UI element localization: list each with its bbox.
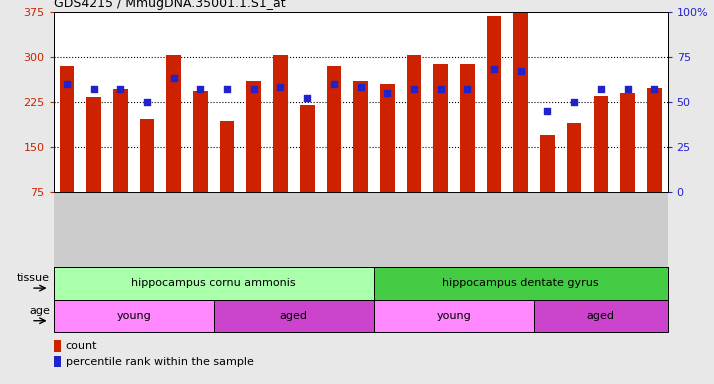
Bar bbox=[540, 135, 555, 192]
Point bbox=[141, 99, 153, 105]
Bar bbox=[647, 88, 662, 192]
Bar bbox=[54, 356, 61, 367]
Point bbox=[221, 86, 233, 92]
Bar bbox=[374, 300, 534, 332]
Bar bbox=[534, 300, 668, 332]
Bar bbox=[59, 66, 74, 192]
Bar bbox=[380, 84, 395, 192]
Bar bbox=[460, 64, 475, 192]
Point bbox=[515, 68, 526, 74]
Bar bbox=[300, 105, 315, 192]
Point bbox=[462, 86, 473, 92]
Point bbox=[168, 75, 179, 81]
Point bbox=[381, 90, 393, 96]
Point bbox=[595, 86, 607, 92]
Point bbox=[114, 86, 126, 92]
Bar bbox=[620, 93, 635, 192]
Bar bbox=[374, 267, 668, 300]
Text: aged: aged bbox=[280, 311, 308, 321]
Bar bbox=[54, 341, 61, 352]
Point bbox=[301, 95, 313, 101]
Bar bbox=[407, 55, 421, 192]
Bar bbox=[273, 55, 288, 192]
Bar bbox=[513, 2, 528, 192]
Point bbox=[248, 86, 259, 92]
Point bbox=[195, 86, 206, 92]
Bar bbox=[246, 81, 261, 192]
Bar bbox=[326, 66, 341, 192]
Point bbox=[542, 108, 553, 114]
Point bbox=[275, 84, 286, 90]
Text: count: count bbox=[66, 341, 97, 351]
Bar bbox=[54, 300, 213, 332]
Bar bbox=[220, 121, 234, 192]
Bar bbox=[433, 64, 448, 192]
Text: hippocampus cornu ammonis: hippocampus cornu ammonis bbox=[131, 278, 296, 288]
Point bbox=[622, 86, 633, 92]
Bar bbox=[193, 91, 208, 192]
Text: young: young bbox=[437, 311, 471, 321]
Point bbox=[648, 86, 660, 92]
Point bbox=[408, 86, 420, 92]
Bar bbox=[567, 123, 581, 192]
Text: percentile rank within the sample: percentile rank within the sample bbox=[66, 357, 253, 367]
Point bbox=[88, 86, 99, 92]
Point bbox=[568, 99, 580, 105]
Text: hippocampus dentate gyrus: hippocampus dentate gyrus bbox=[443, 278, 599, 288]
Bar bbox=[213, 300, 374, 332]
Point bbox=[61, 81, 73, 87]
Text: age: age bbox=[29, 306, 50, 316]
Point bbox=[488, 66, 500, 72]
Text: aged: aged bbox=[587, 311, 615, 321]
Bar bbox=[487, 16, 501, 192]
Bar bbox=[86, 97, 101, 192]
Bar bbox=[166, 55, 181, 192]
Bar bbox=[593, 96, 608, 192]
Bar bbox=[54, 267, 374, 300]
Point bbox=[435, 86, 446, 92]
Bar bbox=[140, 119, 154, 192]
Text: young: young bbox=[116, 311, 151, 321]
Point bbox=[328, 81, 340, 87]
Bar bbox=[113, 89, 128, 192]
Point bbox=[355, 84, 366, 90]
Bar bbox=[353, 81, 368, 192]
Text: GDS4215 / MmugDNA.35001.1.S1_at: GDS4215 / MmugDNA.35001.1.S1_at bbox=[54, 0, 285, 10]
Text: tissue: tissue bbox=[17, 273, 50, 283]
